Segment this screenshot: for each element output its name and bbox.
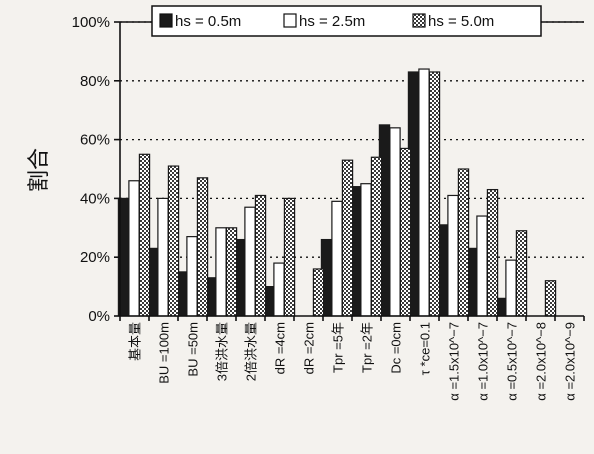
bar-series2-cat8 bbox=[331, 200, 343, 317]
legend-box bbox=[151, 5, 542, 37]
bar-series2-cat9 bbox=[360, 183, 372, 317]
x-category-label-15: α =2.0x10^−8 bbox=[534, 322, 549, 401]
legend-label-3: hs = 5.0m bbox=[428, 13, 494, 30]
x-category-label-2: BU =100m bbox=[157, 322, 172, 384]
bar-series3-cat8 bbox=[341, 159, 354, 317]
bar-series3-cat13 bbox=[486, 188, 499, 317]
legend-label-1: hs = 0.5m bbox=[175, 13, 241, 30]
legend-swatch-1 bbox=[159, 13, 173, 28]
x-category-label-5: 2倍洪水量 bbox=[244, 322, 259, 381]
y-tick-label-20: 20% bbox=[80, 249, 110, 266]
legend: hs = 0.5m hs = 2.5m hs = 5.0m bbox=[151, 5, 542, 37]
x-category-label-4: 3倍洪水量 bbox=[215, 322, 230, 381]
x-category-label-8: Tpr =5年 bbox=[331, 322, 346, 373]
x-category-label-13: α =1.0x10^−7 bbox=[476, 322, 491, 401]
legend-label-2: hs = 2.5m bbox=[299, 13, 365, 30]
x-category-label-16: α =2.0x10^−9 bbox=[563, 322, 578, 401]
bars bbox=[117, 68, 557, 317]
bar-series3-cat6 bbox=[283, 197, 296, 317]
x-category-label-9: Tpr =2年 bbox=[360, 322, 375, 373]
x-category-labels: 基本量 BU =100m BU =50m 3倍洪水量 2倍洪水量 dR =4cm dR =2… bbox=[128, 322, 578, 401]
bar-series3-cat3 bbox=[196, 177, 209, 317]
bar-series3-cat5 bbox=[254, 194, 267, 317]
bar-series3-cat11 bbox=[428, 71, 441, 317]
x-category-label-11: τ *ce=0.1 bbox=[418, 322, 433, 375]
y-tick-label-40: 40% bbox=[80, 190, 110, 207]
x-category-label-12: α =1.5x10^−7 bbox=[447, 322, 462, 401]
bar-series3-cat14 bbox=[515, 230, 528, 317]
x-category-label-6: dR =4cm bbox=[273, 322, 288, 374]
y-tick-label-0: 0% bbox=[88, 308, 110, 325]
x-category-label-10: Dc =0cm bbox=[389, 322, 404, 374]
bar-series3-cat4 bbox=[225, 227, 238, 317]
y-tick-label-100: 100% bbox=[72, 14, 110, 31]
bar-series2-cat2 bbox=[157, 197, 169, 317]
bar-series2-cat12 bbox=[447, 194, 459, 317]
bar-series2-cat6 bbox=[273, 262, 285, 317]
bar-series3-cat2 bbox=[167, 165, 180, 317]
bar-series2-cat14 bbox=[505, 259, 517, 317]
x-category-label-7: dR =2cm bbox=[302, 322, 317, 374]
bar-series3-cat9 bbox=[370, 156, 383, 317]
legend-swatch-2 bbox=[283, 13, 297, 28]
x-category-label-14: α =0.5x10^−7 bbox=[505, 322, 520, 401]
bar-series2-cat1 bbox=[128, 180, 140, 317]
x-category-label-3: BU =50m bbox=[186, 322, 201, 377]
x-category-label-1: 基本量 bbox=[128, 322, 143, 361]
bar-series3-cat1 bbox=[138, 153, 151, 317]
bar-series2-cat10 bbox=[389, 127, 401, 317]
bar-series2-cat5 bbox=[244, 206, 256, 317]
legend-swatch-3 bbox=[412, 13, 426, 28]
bar-series3-cat10 bbox=[399, 147, 412, 317]
bar-series3-cat15 bbox=[544, 280, 557, 317]
bar-series2-cat11 bbox=[418, 68, 430, 317]
bar-series3-cat7 bbox=[312, 268, 325, 317]
bar-series2-cat4 bbox=[215, 227, 227, 317]
bar-series3-cat12 bbox=[457, 168, 470, 317]
y-axis-label: 割合 bbox=[27, 148, 52, 192]
y-tick-label-60: 60% bbox=[80, 132, 110, 149]
bar-series2-cat3 bbox=[186, 236, 198, 317]
y-tick-label-80: 80% bbox=[80, 73, 110, 90]
bar-series2-cat13 bbox=[476, 215, 488, 317]
y-tick-labels: 0% 20% 40% 60% 80% 100% bbox=[72, 14, 110, 325]
